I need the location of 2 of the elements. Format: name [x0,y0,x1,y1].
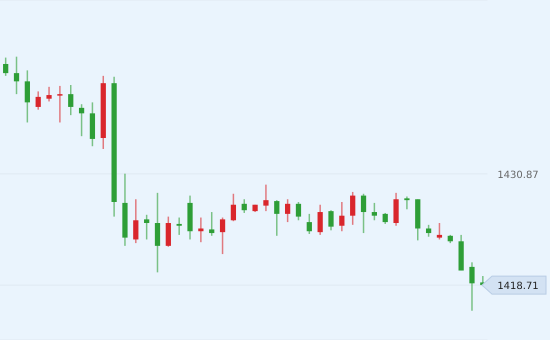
y-tick-label: 1418.71 [497,281,539,292]
y-tick-label: 1430.87 [497,170,539,181]
